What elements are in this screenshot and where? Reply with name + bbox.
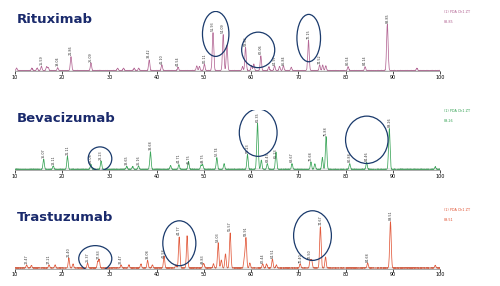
Text: 49.75: 49.75 — [200, 154, 204, 163]
Text: 50.11: 50.11 — [202, 53, 206, 63]
Text: 28.23: 28.23 — [99, 150, 103, 160]
Text: 64.97: 64.97 — [272, 55, 276, 65]
Text: (1) PDA Ch1 ZT: (1) PDA Ch1 ZT — [444, 10, 470, 14]
Text: (1) PDA Ch1 ZT: (1) PDA Ch1 ZT — [444, 109, 470, 113]
Text: 72.15: 72.15 — [306, 29, 310, 39]
Text: 84.68: 84.68 — [366, 252, 370, 262]
Text: 17.21: 17.21 — [47, 254, 51, 264]
Text: Rituximab: Rituximab — [17, 13, 93, 26]
Text: 52.74: 52.74 — [215, 147, 219, 156]
Text: 62.06: 62.06 — [259, 45, 263, 54]
Text: 51.93: 51.93 — [211, 22, 215, 31]
Text: 44.77: 44.77 — [177, 226, 181, 235]
Text: 84.46: 84.46 — [364, 151, 368, 161]
Text: Trastuzumab: Trastuzumab — [17, 211, 114, 224]
Text: 49.83: 49.83 — [201, 254, 205, 264]
Text: 74.52: 74.52 — [318, 54, 322, 63]
Text: 72.68: 72.68 — [309, 151, 313, 160]
Text: 38.68: 38.68 — [148, 141, 152, 150]
Text: 38.42: 38.42 — [147, 49, 151, 59]
Text: 44.54: 44.54 — [176, 56, 180, 66]
Text: 36.16: 36.16 — [136, 155, 140, 165]
Text: 21.86: 21.86 — [69, 46, 73, 55]
Text: 19.04: 19.04 — [56, 57, 60, 66]
Text: 89.51: 89.51 — [444, 218, 454, 222]
Text: 75.88: 75.88 — [324, 126, 328, 136]
Text: 44.71: 44.71 — [177, 154, 181, 163]
Text: 18.11: 18.11 — [52, 155, 56, 165]
Text: 80.54: 80.54 — [346, 56, 350, 65]
Text: 53.03: 53.03 — [216, 232, 220, 241]
Text: 64.51: 64.51 — [270, 248, 274, 258]
Text: 89.51: 89.51 — [388, 211, 392, 221]
Text: 12.47: 12.47 — [24, 254, 28, 264]
Text: 59.23: 59.23 — [246, 144, 250, 153]
Text: 65.23: 65.23 — [274, 148, 278, 158]
Text: 63.43: 63.43 — [266, 153, 270, 162]
Text: 58.91: 58.91 — [244, 227, 248, 237]
Text: 55.57: 55.57 — [228, 222, 232, 231]
Text: Bevacizumab: Bevacizumab — [17, 112, 116, 125]
Text: 88.85: 88.85 — [444, 20, 454, 24]
Text: 74.67: 74.67 — [318, 216, 322, 225]
Text: 46.75: 46.75 — [186, 154, 190, 164]
Text: 38.08: 38.08 — [146, 249, 150, 259]
Text: 26.08: 26.08 — [89, 154, 93, 163]
Text: 16.07: 16.07 — [42, 148, 46, 158]
Text: 41.10: 41.10 — [160, 54, 164, 63]
Text: 21.40: 21.40 — [67, 247, 71, 257]
Text: 41.58: 41.58 — [162, 248, 166, 258]
Text: 54.09: 54.09 — [221, 23, 225, 33]
Text: 89.26: 89.26 — [388, 118, 392, 127]
Text: 32.47: 32.47 — [119, 254, 123, 264]
Text: 61.35: 61.35 — [256, 112, 260, 122]
Text: 66.84: 66.84 — [282, 55, 286, 65]
Text: 9.14: 9.14 — [9, 59, 13, 66]
Text: (1) PDA Ch1 ZT: (1) PDA Ch1 ZT — [444, 208, 470, 212]
Text: 80.88: 80.88 — [348, 153, 352, 162]
Text: 26.09: 26.09 — [89, 52, 93, 62]
Text: 70.40: 70.40 — [298, 253, 302, 263]
Text: 89.26: 89.26 — [444, 119, 454, 123]
Text: 21.11: 21.11 — [66, 145, 70, 155]
Text: 84.14: 84.14 — [363, 56, 367, 65]
Text: 25.37: 25.37 — [86, 252, 89, 262]
Text: 15.59: 15.59 — [40, 55, 44, 65]
Text: 27.83: 27.83 — [97, 249, 101, 259]
Text: 58.82: 58.82 — [244, 36, 248, 46]
Text: 33.65: 33.65 — [124, 156, 128, 165]
Text: 68.67: 68.67 — [290, 153, 294, 162]
Text: 88.85: 88.85 — [386, 13, 390, 23]
Text: 72.50: 72.50 — [308, 249, 312, 259]
Text: 62.44: 62.44 — [260, 253, 264, 263]
